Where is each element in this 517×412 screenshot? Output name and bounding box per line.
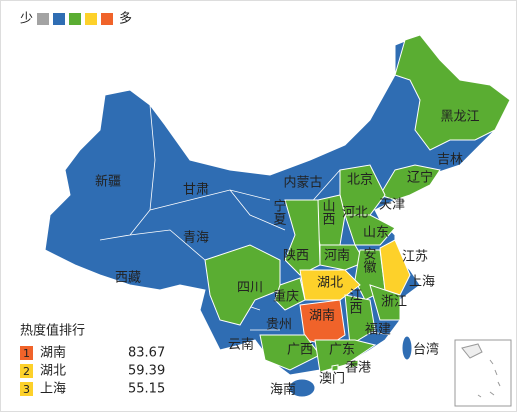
rank-number: 1 [23, 347, 30, 360]
region-label: 香港 [345, 361, 371, 376]
region-label: 贵州 [266, 318, 292, 333]
rank-badge [20, 364, 33, 378]
region-label: 辽宁 [407, 170, 433, 186]
region-label: 吉林 [437, 153, 463, 168]
region-shape [349, 359, 359, 369]
rank-number: 3 [23, 383, 30, 396]
legend-swatch [85, 13, 97, 25]
region-label: 广西 [287, 343, 313, 358]
rank-value: 59.39 [128, 364, 165, 379]
region-label: 甘肃 [183, 183, 209, 198]
region-label: 山东 [363, 226, 389, 241]
region-label: 江苏 [402, 249, 428, 265]
region-label: 河北 [342, 206, 368, 221]
legend-swatch [69, 13, 81, 25]
region-label: 新疆 [95, 174, 121, 190]
region-label: 宁夏 [271, 198, 287, 225]
ranking-title: 热度值排行 [20, 323, 85, 339]
rank-value: 83.67 [128, 346, 165, 361]
rank-name: 上海 [40, 382, 66, 397]
region-label: 湖北 [317, 276, 343, 291]
region-label: 广东 [329, 343, 355, 358]
region-shape [204, 244, 281, 326]
rank-badge [20, 382, 33, 396]
region-label: 河南 [324, 248, 350, 264]
region-label: 四川 [237, 281, 263, 296]
rank-number: 2 [23, 365, 30, 378]
region-label: 江西 [347, 288, 363, 314]
region-shape [274, 277, 306, 311]
region-label: 山西 [320, 199, 336, 225]
legend-swatch [53, 13, 65, 25]
region-shape [344, 294, 376, 346]
inset-islands [461, 343, 501, 398]
region-shape [314, 339, 377, 373]
region-shape [331, 364, 339, 372]
rank-value: 55.15 [128, 382, 165, 397]
region-label: 湖南 [309, 308, 335, 324]
region-shape [284, 199, 321, 276]
legend-low: 少 [20, 12, 33, 27]
legend-swatch [37, 13, 49, 25]
region-label: 海南 [270, 382, 296, 398]
region-shape [369, 284, 401, 321]
map [44, 34, 511, 398]
rank-badge [20, 346, 33, 360]
region-shape [394, 34, 511, 151]
region-label: 台湾 [413, 342, 439, 358]
region-shape [259, 334, 321, 371]
region-label: 上海 [409, 275, 435, 290]
rank-name: 湖北 [40, 364, 66, 379]
region-label: 青海 [183, 231, 209, 246]
region-label: 黑龙江 [440, 110, 479, 125]
region-label: 天津 [379, 198, 405, 213]
region-label: 北京 [347, 173, 373, 188]
legend-swatch [101, 13, 113, 25]
region-label: 澳门 [319, 371, 345, 387]
region-shape [319, 244, 366, 271]
region-label: 安徽 [361, 247, 377, 273]
region-shape [401, 335, 413, 361]
region-shape [379, 239, 411, 296]
region-label: 云南 [228, 337, 254, 353]
region-label: 西藏 [115, 271, 141, 286]
region-shape [288, 378, 316, 398]
region-label: 陕西 [283, 249, 309, 264]
region-label: 浙江 [381, 295, 407, 310]
region-label: 福建 [365, 323, 391, 338]
region-label: 重庆 [273, 289, 299, 305]
region-shape [344, 214, 396, 246]
rank-name: 湖南 [40, 345, 66, 361]
legend-high: 多 [119, 11, 132, 27]
region-label: 内蒙古 [283, 175, 322, 191]
